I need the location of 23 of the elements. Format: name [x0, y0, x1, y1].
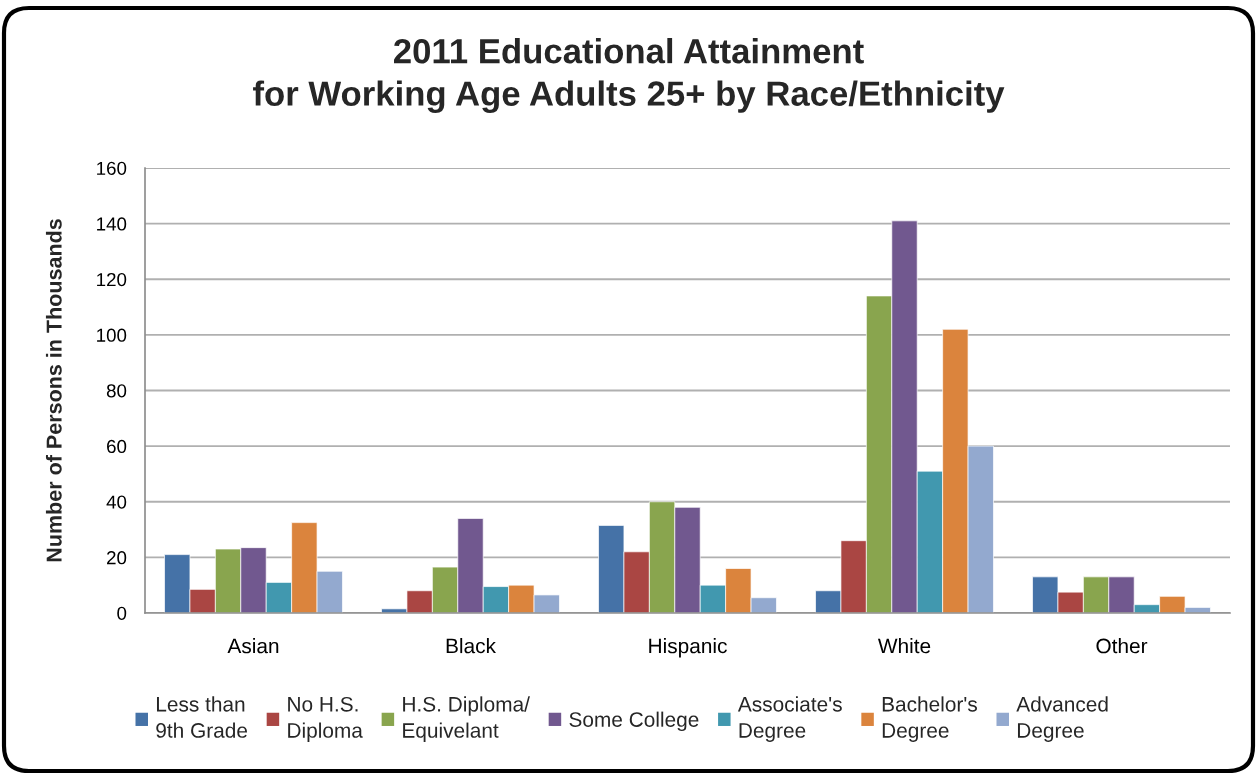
- x-tick-label: Hispanic: [649, 638, 727, 658]
- y-tick-label: 60: [107, 439, 127, 454]
- legend-label: Less than 9th Grade: [156, 696, 248, 738]
- x-tick-label: Other: [1096, 638, 1148, 654]
- legend-label: No H.S. Diploma: [288, 696, 363, 742]
- chart-title: 2011 Educational Attainment for Working Age Adults 25+ by Race/Ethnicity: [253, 38, 1005, 113]
- x-tick-label: Black: [446, 638, 496, 654]
- y-tick-label: 120: [97, 272, 127, 287]
- x-tick-label: White: [877, 638, 931, 654]
- y-tick-label: 160: [97, 161, 127, 175]
- y-tick-label: 100: [97, 328, 127, 342]
- legend-label: H.S. Diploma/ Equivelant: [403, 696, 530, 742]
- y-tick-label: 40: [106, 495, 127, 509]
- legend-label: Some College: [569, 711, 699, 732]
- legend-label: Advanced Degree: [1016, 696, 1108, 742]
- y-tick-label: 80: [106, 384, 127, 398]
- y-tick-label: 0: [117, 606, 127, 620]
- legend-label: Associate's Degree: [737, 696, 842, 742]
- y-tick-label: 140: [97, 217, 127, 231]
- x-tick-label: Asian: [227, 638, 279, 654]
- y-axis-title: Number of Persons in Thousands: [45, 219, 62, 562]
- legend-label: Bachelor's Degree: [882, 696, 977, 742]
- y-tick-label: 20: [107, 551, 127, 565]
